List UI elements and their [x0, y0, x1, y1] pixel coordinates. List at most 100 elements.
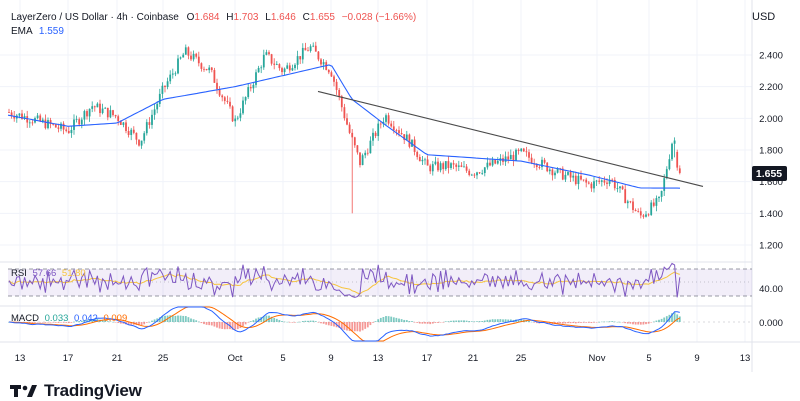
- candle-body: [333, 76, 335, 82]
- candle-body: [335, 81, 338, 90]
- legend-high-label: H: [226, 12, 233, 23]
- candle-body: [418, 157, 421, 162]
- macd-hist-bar: [481, 321, 484, 322]
- macd-hist-bar: [421, 322, 424, 324]
- candle-body: [190, 55, 192, 60]
- macd-hist-bar: [208, 322, 211, 326]
- candle-body: [668, 159, 671, 170]
- candle-body: [452, 163, 455, 165]
- macd-hist-bar: [608, 321, 611, 322]
- candle-body: [465, 166, 468, 171]
- rsi-legend[interactable]: RSI 57.66 51.80: [11, 268, 86, 279]
- candle-body: [567, 172, 569, 175]
- candle-body: [530, 157, 533, 164]
- macd-hist-bar: [569, 322, 572, 324]
- candle-body: [195, 53, 198, 57]
- legend-change: −0.028 (−1.66%): [342, 12, 417, 23]
- candle-body: [320, 59, 322, 65]
- candle-body: [489, 162, 491, 166]
- candle-body: [119, 121, 122, 125]
- macd-legend[interactable]: MACD 0.033 0.042 0.009: [11, 313, 127, 324]
- macd-hist-bar: [671, 313, 673, 322]
- macd-hist-bar: [418, 322, 421, 324]
- macd-hist-bar: [374, 321, 377, 322]
- macd-hist-bar: [629, 322, 632, 324]
- currency-label[interactable]: USD: [752, 11, 776, 23]
- macd-hist-bar: [489, 319, 491, 322]
- candle-body: [288, 65, 291, 71]
- macd-hist-bar: [106, 321, 109, 322]
- candle-body: [478, 172, 481, 174]
- macd-hist-bar: [361, 322, 364, 331]
- macd-hist-bar: [556, 322, 559, 324]
- macd-hist-bar: [151, 320, 153, 322]
- macd-hist-bar: [658, 319, 660, 322]
- price-axis[interactable]: 2.400 2.200 2.000 1.800 1.600 1.400 1.200: [759, 51, 783, 252]
- macd-hist-bar: [400, 319, 403, 322]
- candle-body: [13, 115, 16, 119]
- candle-body: [156, 103, 159, 110]
- candle-body: [184, 47, 187, 55]
- candle-body: [96, 103, 99, 108]
- macd-hist-bar: [606, 321, 608, 323]
- candle-body: [460, 165, 463, 167]
- candle-body: [21, 113, 23, 119]
- macd-hist-bar: [184, 316, 187, 322]
- candle-body: [395, 130, 398, 131]
- macd-hist-bar: [242, 322, 244, 327]
- candle-body: [676, 151, 679, 168]
- macd-hist-bar: [637, 322, 640, 325]
- macd-hist-bar: [379, 317, 382, 322]
- candle-body: [221, 95, 224, 98]
- candle-body: [164, 85, 166, 88]
- macd-hist-bar: [122, 322, 125, 324]
- macd-hist-bar: [174, 315, 177, 322]
- candle-body: [522, 148, 525, 152]
- macd-hist-bar: [145, 322, 148, 323]
- time-axis[interactable]: 13 17 21 25 Oct 5 9 13 17 21 25 Nov 5 9 13: [15, 353, 751, 364]
- candle-body: [507, 156, 510, 160]
- macd-hist-bar: [164, 315, 166, 322]
- macd-hist-bar: [587, 322, 590, 323]
- candle-body: [265, 52, 268, 55]
- candle-body: [585, 179, 588, 183]
- candle-body: [512, 154, 515, 161]
- legend-header[interactable]: LayerZero / US Dollar · 4h · Coinbase O1…: [11, 12, 416, 37]
- candle-body: [390, 123, 393, 127]
- macd-hist-bar: [348, 322, 351, 332]
- macd-hist-bar: [130, 322, 133, 325]
- x-tick-label: 17: [63, 353, 74, 364]
- macd-hist-bar: [504, 319, 507, 322]
- macd-hist-bar: [307, 320, 309, 322]
- x-tick-label: 25: [158, 353, 169, 364]
- macd-hist-bar: [73, 321, 75, 323]
- candle-body: [140, 140, 143, 146]
- candle-body: [515, 149, 517, 161]
- legend-ohlc-line: LayerZero / US Dollar · 4h · Coinbase O1…: [11, 12, 416, 23]
- candle-body: [130, 129, 133, 135]
- macd-hist-bar: [161, 316, 164, 322]
- macd-legend-signal: 0.009: [103, 313, 127, 324]
- macd-hist-bar: [476, 321, 478, 322]
- candle-body: [587, 182, 590, 184]
- candle-body: [200, 63, 203, 69]
- macd-hist-bar: [673, 312, 676, 322]
- candle-body: [405, 134, 408, 140]
- candle-body: [455, 164, 458, 167]
- candle-body: [564, 174, 567, 180]
- candle-body: [621, 186, 624, 190]
- macd-hist-bar: [291, 322, 294, 323]
- macd-hist-bar: [642, 322, 645, 325]
- macd-hist-bar: [678, 316, 681, 322]
- candle-body: [91, 106, 94, 109]
- macd-hist-bar: [413, 322, 416, 323]
- candle-body: [244, 97, 247, 101]
- trendline[interactable]: [317, 90, 704, 187]
- candle-body: [109, 110, 112, 118]
- candle-body: [301, 47, 304, 60]
- macd-hist-bar: [80, 320, 83, 322]
- macd-hist-bar: [416, 322, 419, 323]
- candle-body: [10, 112, 13, 116]
- macd-hist-bar: [559, 322, 562, 324]
- candle-body: [275, 64, 278, 65]
